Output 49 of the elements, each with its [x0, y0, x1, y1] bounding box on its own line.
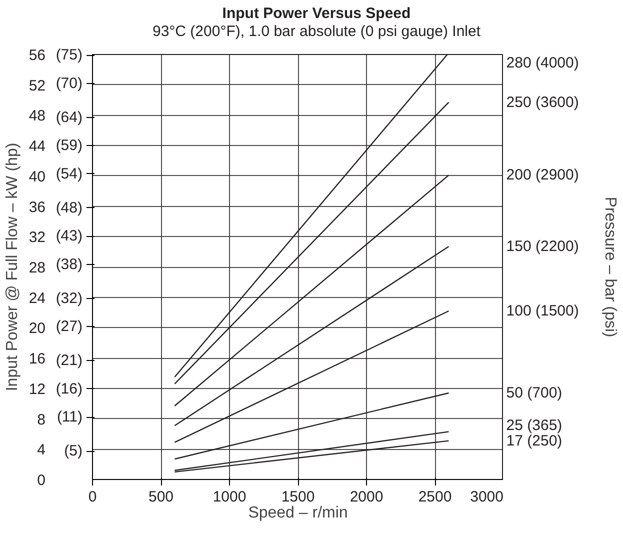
y-tick-label: 20	[28, 320, 46, 338]
y-tick-label: 40	[28, 168, 46, 186]
x-tick-label: 0	[88, 488, 97, 506]
y-tick-label: 44	[28, 138, 46, 156]
y-axis-title: Input Power @ Full Flow – kW (hp)	[4, 142, 21, 392]
x-tick-label: 500	[148, 488, 174, 506]
y3-tick-label: (75)	[56, 46, 83, 64]
y3-tick-label: (59)	[56, 137, 83, 154]
y3-tick-label: (70)	[56, 74, 83, 92]
x-tick-label: 2500	[418, 488, 452, 506]
x-tick-label: 1000	[212, 488, 246, 506]
text: 150 (2200)	[506, 238, 579, 256]
y-tick-label: 12	[28, 380, 46, 398]
text: Pressure – bar (psi)	[602, 196, 618, 338]
y-tick-label: 0	[37, 472, 46, 489]
x-tick-label: 2000	[350, 488, 384, 506]
x-tick-label: 3000	[470, 488, 504, 506]
y-tick-label: 52	[28, 77, 46, 94]
y3-tick-label: (48)	[56, 199, 83, 216]
y-tick-label: 48	[28, 108, 46, 125]
y-tick-label: 24	[28, 290, 46, 307]
y3-tick-label: (64)	[56, 108, 83, 126]
y-tick-label: 36	[28, 198, 46, 216]
y3-tick-label: (5)	[64, 442, 83, 460]
y-tick-label: 4	[37, 442, 46, 459]
y3-tick-label: (27)	[56, 318, 83, 336]
text: 50 (700)	[506, 384, 562, 402]
chart-title: Input Power Versus Speed	[221, 5, 412, 23]
x-axis-title: Speed – r/min	[248, 504, 348, 522]
y3-tick-label: (43)	[56, 228, 83, 245]
y-tick-label: 56	[28, 47, 46, 64]
text: 200 (2900)	[506, 166, 579, 184]
y3-tick-label: (38)	[56, 256, 83, 273]
text: 17 (250)	[506, 432, 562, 450]
text: 25 (365)	[506, 416, 562, 434]
y3-tick-label: (21)	[56, 352, 83, 370]
y3-tick-label: (54)	[56, 165, 83, 182]
text: 250 (3600)	[506, 94, 579, 111]
text: 100 (1500)	[506, 302, 579, 320]
y3-tick-label: (32)	[56, 290, 83, 307]
y3-tick-label: (11)	[56, 408, 83, 426]
x-tick-label: 1500	[281, 488, 315, 506]
text: 280 (4000)	[506, 54, 579, 72]
y-tick-label: 8	[37, 411, 46, 428]
y-tick-label: 28	[28, 260, 46, 276]
y3-tick-label: (16)	[56, 380, 83, 398]
chart-subtitle: 93°C (200°F), 1.0 bar absolute (0 psi gauge) Inlet	[152, 23, 480, 41]
y-tick-label: 32	[28, 229, 46, 246]
y-tick-label: 16	[28, 350, 46, 368]
